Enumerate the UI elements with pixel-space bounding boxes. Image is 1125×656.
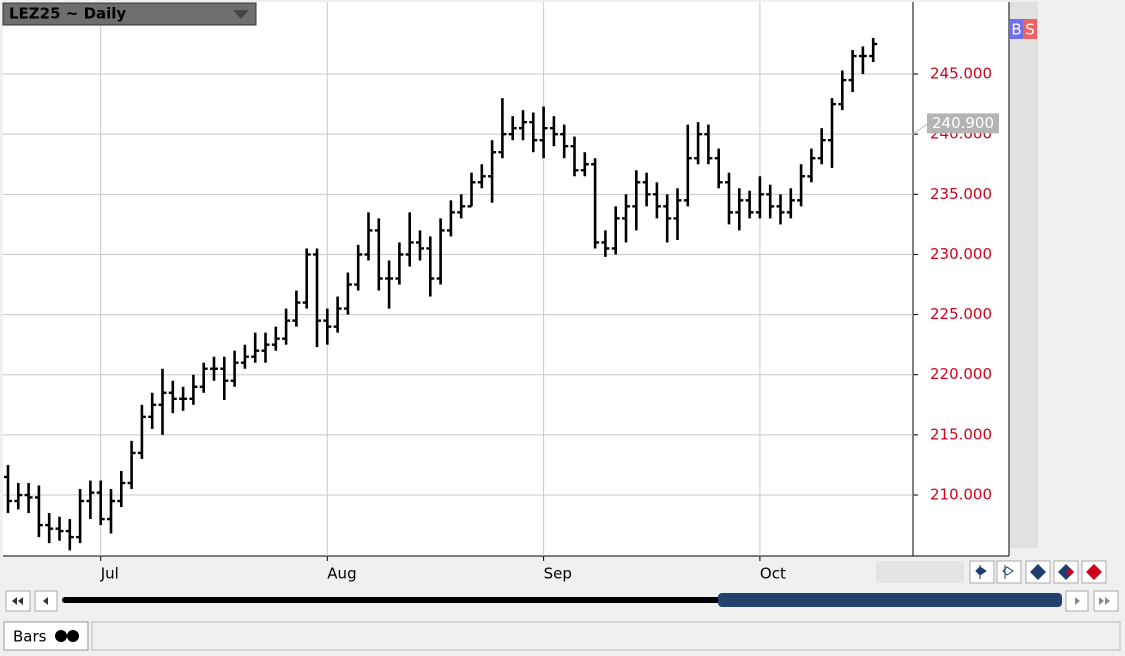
price-flag-label: 240.900 <box>932 114 994 132</box>
plot-bg <box>3 2 1009 556</box>
chart-title: LEZ25 ~ Daily <box>9 5 126 23</box>
tab-icon <box>55 630 67 642</box>
tool-icon <box>1066 568 1074 576</box>
scroll-icon <box>12 597 23 605</box>
y-tick-label: 230.000 <box>930 245 992 263</box>
y-tick-label: 235.000 <box>930 185 992 203</box>
scroll-thumb[interactable] <box>718 593 1062 607</box>
tool-icon <box>1030 564 1046 580</box>
x-tick-label: Jul <box>100 565 119 583</box>
tool-icon <box>1086 564 1102 580</box>
x-tick-label: Oct <box>760 565 786 583</box>
y-tick-label: 210.000 <box>930 486 992 504</box>
plot: 210.000 215.000 220.000 225.000 230.000 235.0… <box>3 2 999 583</box>
tool-icon <box>975 565 987 579</box>
y-tick-label: 215.000 <box>930 425 992 443</box>
y-tick-label: 245.000 <box>930 65 992 83</box>
price-pointer <box>912 122 929 135</box>
y-tick-label: 225.000 <box>930 305 992 323</box>
sell-label: S <box>1025 21 1035 39</box>
buy-label: B <box>1011 21 1021 39</box>
x-tick-label: Sep <box>544 565 572 583</box>
title-box[interactable] <box>2 2 257 26</box>
side-strip <box>1010 2 1038 548</box>
y-tick-label: 220.000 <box>930 365 992 383</box>
dropdown-icon <box>233 10 249 19</box>
sell-button[interactable] <box>1023 19 1037 39</box>
tool-button[interactable] <box>996 560 1022 584</box>
scroll-icon <box>43 597 48 605</box>
tab-icon <box>67 630 79 642</box>
toolbar <box>969 560 1107 584</box>
tool-icon <box>1002 565 1014 579</box>
blank-field <box>876 561 964 583</box>
scroll-icon <box>1075 597 1080 605</box>
status-bar <box>91 621 1121 651</box>
price-flag <box>927 113 999 134</box>
x-tick-label: Aug <box>327 565 356 583</box>
scrollbar <box>5 590 1119 612</box>
scroll-icon <box>1099 597 1110 605</box>
buy-button[interactable] <box>1010 19 1023 39</box>
tab-label: Bars <box>13 628 47 646</box>
